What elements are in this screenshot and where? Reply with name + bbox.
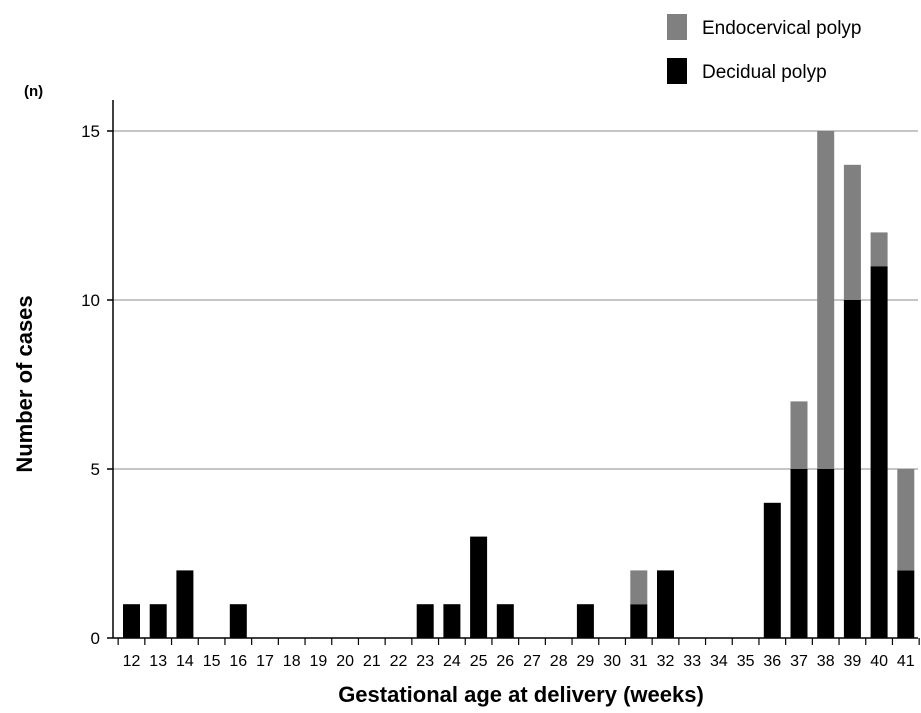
x-tick-label: 37 bbox=[790, 653, 808, 670]
x-tick-label: 13 bbox=[149, 653, 167, 670]
x-axis-title: Gestational age at delivery (weeks) bbox=[338, 682, 704, 707]
y-tick-label: 15 bbox=[81, 122, 100, 141]
bar-decidual-polyp bbox=[470, 536, 488, 638]
bar-endocervical-polyp bbox=[897, 469, 915, 571]
x-tick-label: 18 bbox=[283, 653, 301, 670]
x-tick-label: 26 bbox=[496, 653, 514, 670]
bar-endocervical-polyp bbox=[843, 164, 861, 300]
bar-decidual-polyp bbox=[496, 604, 514, 638]
y-ticks: 0 5 10 15 bbox=[81, 122, 113, 648]
x-tick-label: 27 bbox=[523, 653, 541, 670]
legend-swatch bbox=[667, 58, 687, 84]
gridlines bbox=[113, 130, 918, 470]
legend-label: Decidual polyp bbox=[702, 62, 827, 83]
bar-endocervical-polyp bbox=[790, 401, 808, 469]
x-tick-label: 17 bbox=[256, 653, 274, 670]
bar-decidual-polyp bbox=[897, 570, 915, 638]
x-tick-label: 15 bbox=[203, 653, 221, 670]
x-tick-label: 21 bbox=[363, 653, 381, 670]
x-tick-label: 12 bbox=[123, 653, 141, 670]
x-tick-label: 24 bbox=[443, 653, 461, 670]
x-tick-label: 29 bbox=[577, 653, 595, 670]
bar-endocervical-polyp bbox=[817, 131, 835, 469]
legend-swatch bbox=[667, 14, 687, 40]
bar-decidual-polyp bbox=[870, 266, 888, 638]
bar-decidual-polyp bbox=[817, 469, 835, 638]
x-tick-label: 22 bbox=[390, 653, 408, 670]
x-tick-label: 14 bbox=[176, 653, 194, 670]
x-tick-label: 31 bbox=[630, 653, 648, 670]
bar-decidual-polyp bbox=[149, 604, 167, 638]
x-tick-label: 28 bbox=[550, 653, 568, 670]
x-tick-label: 40 bbox=[870, 653, 888, 670]
legend: Endocervical polyp Decidual polyp bbox=[667, 14, 861, 84]
x-tick-label: 41 bbox=[897, 653, 915, 670]
bar-decidual-polyp bbox=[416, 604, 434, 638]
y-axis-title: Number of cases bbox=[12, 295, 37, 472]
x-ticks: 12 13 14 15 16 17 18 19 20 21 22 23 24 25 26 27 28 29 30 31… bbox=[117, 638, 920, 670]
y-tick-label: 0 bbox=[91, 629, 100, 648]
x-tick-label: 35 bbox=[737, 653, 755, 670]
bar-endocervical-polyp bbox=[630, 570, 648, 605]
y-unit-label: (n) bbox=[24, 83, 43, 100]
bar-decidual-polyp bbox=[843, 300, 861, 638]
x-tick-label: 20 bbox=[336, 653, 354, 670]
bar-decidual-polyp bbox=[576, 604, 594, 638]
bar-decidual-polyp bbox=[229, 604, 247, 638]
x-tick-label: 36 bbox=[763, 653, 781, 670]
x-tick-label: 38 bbox=[817, 653, 835, 670]
y-tick-label: 5 bbox=[91, 460, 100, 479]
legend-label: Endocervical polyp bbox=[702, 18, 861, 39]
bars bbox=[123, 131, 915, 638]
bar-endocervical-polyp bbox=[870, 232, 888, 267]
bar-decidual-polyp bbox=[790, 469, 808, 638]
bar-decidual-polyp bbox=[123, 604, 140, 638]
bar-decidual-polyp bbox=[630, 604, 648, 638]
x-tick-label: 39 bbox=[844, 653, 862, 670]
x-tick-label: 33 bbox=[683, 653, 701, 670]
bar-decidual-polyp bbox=[763, 502, 781, 638]
bar-decidual-polyp bbox=[657, 570, 674, 638]
x-tick-label: 23 bbox=[416, 653, 434, 670]
y-tick-label: 10 bbox=[81, 291, 100, 310]
bar-decidual-polyp bbox=[443, 604, 461, 638]
x-tick-label: 32 bbox=[657, 653, 675, 670]
x-tick-label: 34 bbox=[710, 653, 728, 670]
x-tick-label: 19 bbox=[310, 653, 328, 670]
x-tick-label: 16 bbox=[229, 653, 247, 670]
x-tick-label: 25 bbox=[470, 653, 488, 670]
axes bbox=[112, 100, 918, 639]
x-tick-label: 30 bbox=[603, 653, 621, 670]
bar-decidual-polyp bbox=[176, 570, 194, 638]
